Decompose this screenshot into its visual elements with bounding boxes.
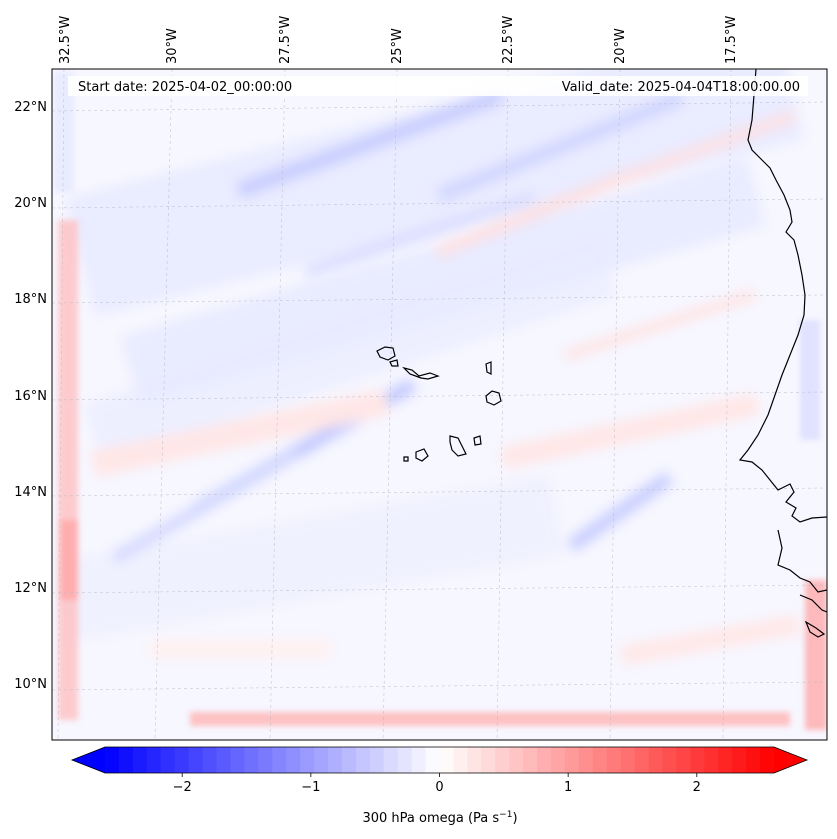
colorbar-tick-label: 2 <box>693 780 701 795</box>
lon-label: 30°W <box>165 28 180 64</box>
colorbar-segment <box>411 747 427 773</box>
colorbar-segment <box>397 747 413 773</box>
colorbar-segment <box>300 747 315 773</box>
lon-label: 25°W <box>390 28 405 64</box>
date-header: Start date: 2025-04-02_00:00:00 Valid_da… <box>68 76 808 96</box>
colorbar-tick-label: −2 <box>173 780 192 795</box>
colorbar-segment <box>523 747 538 773</box>
valid-date-label: Valid_date: 2025-04-04T18:00:00.00 <box>562 80 800 95</box>
colorbar-segment <box>244 747 259 773</box>
colorbar-segment <box>648 747 664 773</box>
colorbar-segments <box>105 747 775 773</box>
colorbar-segment <box>118 747 134 773</box>
colorbar-segment <box>495 747 510 773</box>
senegambia-coast <box>777 529 827 593</box>
colorbar-segment <box>314 747 329 773</box>
colorbar-segment <box>760 747 775 773</box>
colorbar-tick-label: 1 <box>564 780 572 795</box>
brava-island <box>403 456 409 462</box>
colorbar-segment <box>662 747 678 773</box>
lat-label: 10°N <box>14 677 47 692</box>
boundary-artifacts <box>54 72 827 730</box>
boa-vista-island <box>485 390 502 406</box>
colorbar-segment <box>132 747 148 773</box>
african-coastline <box>738 69 827 523</box>
colorbar-segment <box>746 747 761 773</box>
sal-island <box>485 361 492 375</box>
colorbar-segment <box>606 747 622 773</box>
colorbar-segment <box>146 747 162 773</box>
colorbar-segment <box>328 747 343 773</box>
colorbar: −2 −1 0 1 2 300 hPa omega (Pa s−1) <box>70 746 809 826</box>
lon-label: 20°W <box>613 28 628 64</box>
colorbar-segment <box>481 747 496 773</box>
colorbar-segment <box>509 747 524 773</box>
longitude-labels: 32.5°W 30°W 27.5°W 25°W 22.5°W 20°W 17.5… <box>58 16 739 64</box>
colorbar-segment <box>620 747 636 773</box>
lat-label: 12°N <box>14 581 47 596</box>
start-date-label: Start date: 2025-04-02_00:00:00 <box>78 80 292 95</box>
lat-label: 16°N <box>14 389 47 404</box>
santo-antao-island <box>376 346 396 361</box>
colorbar-segment <box>188 747 204 773</box>
colorbar-segment <box>578 747 594 773</box>
colorbar-ticks: −2 −1 0 1 2 <box>173 773 701 795</box>
colorbar-segment <box>230 747 245 773</box>
colorbar-segment <box>718 747 733 773</box>
colorbar-segment <box>355 747 371 773</box>
lat-label: 20°N <box>14 196 47 211</box>
colorbar-segment <box>453 747 468 773</box>
map-panel: Start date: 2025-04-02_00:00:00 Valid_da… <box>52 69 827 740</box>
colorbar-segment <box>551 747 566 773</box>
colorbar-segment <box>105 747 120 773</box>
colorbar-extend-high <box>774 747 807 773</box>
colorbar-extend-low <box>72 747 105 773</box>
colorbar-segment <box>286 747 301 773</box>
omega-field <box>56 69 804 666</box>
sao-nicolau-island <box>402 366 440 380</box>
lat-label: 22°N <box>14 100 47 115</box>
coastlines <box>376 69 827 638</box>
colorbar-segment <box>272 747 287 773</box>
colorbar-segment <box>160 747 176 773</box>
colorbar-tick-label: −1 <box>301 780 320 795</box>
colorbar-segment <box>425 747 441 773</box>
colorbar-outline <box>70 746 809 774</box>
maio-island <box>473 435 482 446</box>
colorbar-segment <box>202 747 218 773</box>
lon-label: 22.5°W <box>501 16 516 64</box>
colorbar-segment <box>592 747 608 773</box>
colorbar-segment <box>537 747 552 773</box>
gridlines <box>52 69 827 740</box>
lon-label: 27.5°W <box>278 16 293 64</box>
date-header-background <box>68 76 808 96</box>
lon-label: 32.5°W <box>58 16 73 64</box>
lat-label: 14°N <box>14 485 47 500</box>
lat-label: 18°N <box>14 292 47 307</box>
colorbar-segment <box>676 747 691 773</box>
map-frame <box>51 68 828 741</box>
colorbar-segment <box>704 747 719 773</box>
colorbar-segment <box>341 747 357 773</box>
santiago-island <box>449 435 467 457</box>
colorbar-segment <box>216 747 232 773</box>
colorbar-segment <box>690 747 705 773</box>
colorbar-segment <box>467 747 482 773</box>
colorbar-segment <box>634 747 650 773</box>
colorbar-segment <box>732 747 747 773</box>
colorbar-segment <box>258 747 273 773</box>
colorbar-segment <box>383 747 399 773</box>
fogo-island <box>415 448 429 462</box>
sao-vicente-island <box>389 359 399 367</box>
colorbar-segment <box>174 747 190 773</box>
lon-label: 17.5°W <box>724 16 739 64</box>
colorbar-label: 300 hPa omega (Pa s−1) <box>362 810 517 826</box>
guinea-bissau-islands <box>799 594 827 638</box>
colorbar-segment <box>564 747 580 773</box>
colorbar-tick-label: 0 <box>435 780 443 795</box>
colorbar-segment <box>369 747 385 773</box>
latitude-labels: 22°N 20°N 18°N 16°N 14°N 12°N 10°N <box>14 100 47 692</box>
colorbar-segment <box>439 747 455 773</box>
